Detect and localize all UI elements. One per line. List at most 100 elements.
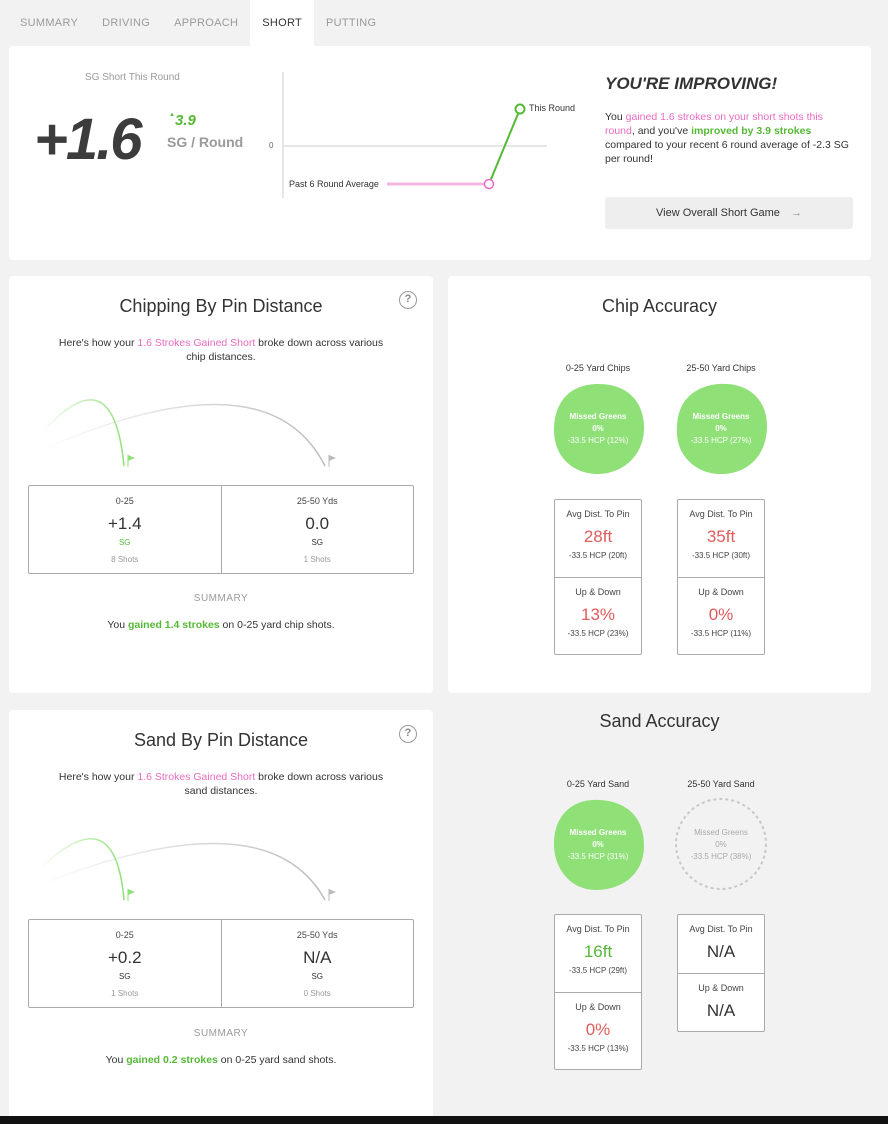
flag-icon	[128, 455, 135, 461]
per-round-label: SG / Round	[167, 134, 244, 150]
cell-shots: 8 Shots	[111, 555, 139, 564]
chipping-sg-cell-25-50[interactable]: 25-50 Yds 0.0 SG 1 Shots	[220, 486, 414, 573]
sand-stats-0-25: Avg Dist. To Pin 16ft -33.5 HCP (29ft) U…	[554, 914, 642, 1070]
stat-hcp: -33.5 HCP (13%)	[567, 1044, 629, 1053]
arrow-right-icon: →	[790, 207, 802, 219]
sand-description: Here's how your 1.6 Strokes Gained Short…	[51, 770, 391, 798]
chipping-help-icon[interactable]: ?	[399, 291, 417, 309]
stat-label: Avg Dist. To Pin	[689, 924, 753, 934]
sand-sg-cell-0-25[interactable]: 0-25 +0.2 SG 1 Shots	[29, 920, 221, 1007]
blob-value: 0%	[715, 424, 727, 433]
sg-delta-value: 3.9	[174, 112, 196, 129]
flag-icon	[329, 455, 336, 461]
sand-sg-table: 0-25 +0.2 SG 1 Shots 25-50 Yds N/A SG 0 …	[28, 919, 414, 1008]
view-button-label: View Overall Short Game	[656, 207, 780, 219]
desc-part: Here's how your	[58, 771, 138, 783]
stat-hcp: -33.5 HCP (20ft)	[568, 551, 628, 560]
tab-summary[interactable]: SUMMARY	[20, 17, 79, 29]
cell-shots: 1 Shots	[111, 989, 139, 998]
chip-col-label: 0-25 Yard Chips	[565, 363, 631, 373]
chipping-summary-text: You gained 1.4 strokes on 0-25 yard chip…	[9, 619, 433, 631]
desc-part: broke down across various sand distances…	[184, 771, 384, 797]
past-average-point	[483, 178, 495, 190]
tab-putting[interactable]: PUTTING	[326, 17, 377, 29]
chart-zero-label: 0	[269, 141, 274, 150]
sand-sg-cell-25-50[interactable]: 25-50 Yds N/A SG 0 Shots	[220, 920, 414, 1007]
missed-greens-blob: Missed Greens 0% -33.5 HCP (27%)	[673, 380, 769, 476]
chipping-title: Chipping By Pin Distance	[119, 296, 323, 316]
cell-shots: 1 Shots	[303, 555, 331, 564]
up-down-section: Up & Down 13% -33.5 HCP (23%)	[555, 577, 641, 654]
stat-value: 35ft	[706, 527, 736, 546]
summary-part: on 0-25 yard sand shots.	[217, 1054, 337, 1066]
cell-value: +1.4	[107, 514, 142, 533]
tab-approach[interactable]: APPROACH	[174, 17, 239, 29]
stat-label: Up & Down	[698, 983, 744, 993]
sand-accuracy-section: Sand Accuracy 0-25 Yard Sand Missed Gree…	[448, 700, 871, 1116]
improving-title: YOU'RE IMPROVING!	[605, 74, 778, 93]
chipping-sg-table: 0-25 +1.4 SG 8 Shots 25-50 Yds 0.0 SG 1 …	[28, 485, 414, 574]
trend-chart	[282, 72, 547, 198]
chipping-sg-cell-0-25[interactable]: 0-25 +1.4 SG 8 Shots	[29, 486, 221, 573]
avg-dist-section: Avg Dist. To Pin 28ft -33.5 HCP (20ft)	[555, 500, 641, 577]
blob-label: Missed Greens	[569, 412, 627, 421]
cell-unit: SG	[118, 972, 131, 981]
msg-part: , and you've	[631, 125, 692, 137]
summary-card: SG Short This Round +1.6 ▲3.9 SG / Round…	[9, 46, 871, 260]
improving-message: You gained 1.6 strokes on your short sho…	[605, 110, 855, 166]
missed-greens-blob: Missed Greens 0% -33.5 HCP (31%)	[550, 796, 646, 892]
blob-label: Missed Greens	[569, 828, 627, 837]
cell-label: 0-25	[115, 930, 134, 940]
sand-title: Sand By Pin Distance	[133, 730, 309, 750]
blob-value: 0%	[715, 840, 727, 849]
delta-arrow-icon: ▲	[169, 112, 175, 118]
sand-accuracy-title: Sand Accuracy	[599, 711, 720, 731]
stat-value: 28ft	[583, 527, 613, 546]
cell-label: 25-50 Yds	[296, 930, 338, 940]
chipping-trajectory-graphic	[38, 399, 336, 467]
sand-trajectory-graphic	[38, 838, 336, 901]
stat-value: 0%	[708, 605, 734, 624]
missed-greens-blob-empty: Missed Greens 0% -33.5 HCP (38%)	[673, 796, 769, 892]
msg-part: compared to your recent 6 round average …	[605, 139, 849, 165]
cell-unit: SG	[118, 538, 131, 547]
summary-part: on 0-25 yard chip shots.	[219, 619, 335, 631]
avg-dist-section: Avg Dist. To Pin 16ft -33.5 HCP (29ft)	[555, 915, 641, 992]
msg-gained: gained 1.6 strokes on your short shots t…	[605, 111, 823, 137]
short-sand-arc	[38, 838, 125, 901]
tab-short[interactable]: SHORT	[250, 0, 315, 46]
stat-label: Avg Dist. To Pin	[566, 924, 630, 934]
stat-hcp: -33.5 HCP (30ft)	[691, 551, 751, 560]
long-chip-arc	[38, 403, 326, 467]
stat-value: N/A	[706, 1001, 736, 1020]
cell-unit: SG	[311, 538, 324, 547]
tab-driving[interactable]: DRIVING	[102, 17, 151, 29]
blob-hcp: -33.5 HCP (12%)	[567, 436, 629, 445]
view-overall-short-game-button[interactable]: View Overall Short Game →	[605, 197, 853, 229]
stat-label: Up & Down	[575, 1002, 621, 1012]
desc-part: Here's how your	[58, 337, 138, 349]
past-average-label: Past 6 Round Average	[289, 179, 379, 189]
sand-col-label: 25-50 Yard Sand	[687, 779, 755, 789]
stat-label: Avg Dist. To Pin	[689, 509, 753, 519]
flag-icon	[329, 889, 336, 895]
up-down-section: Up & Down 0% -33.5 HCP (13%)	[555, 992, 641, 1069]
bottom-bar	[0, 1116, 888, 1124]
blob-value: 0%	[592, 424, 604, 433]
sand-help-icon[interactable]: ?	[399, 725, 417, 743]
cell-value: 0.0	[305, 514, 330, 533]
blob-label: Missed Greens	[694, 828, 748, 837]
missed-greens-blob: Missed Greens 0% -33.5 HCP (12%)	[550, 380, 646, 476]
flag-icon	[128, 889, 135, 895]
chip-stats-0-25: Avg Dist. To Pin 28ft -33.5 HCP (20ft) U…	[554, 499, 642, 655]
summary-part: You	[105, 1054, 127, 1066]
sand-card: Sand By Pin Distance ? Here's how your 1…	[9, 710, 433, 1116]
chipping-description: Here's how your 1.6 Strokes Gained Short…	[51, 336, 391, 364]
chipping-card: Chipping By Pin Distance ? Here's how yo…	[9, 276, 433, 693]
cell-label: 25-50 Yds	[296, 496, 338, 506]
blob-hcp: -33.5 HCP (38%)	[690, 852, 752, 861]
avg-dist-section: Avg Dist. To Pin N/A	[678, 915, 764, 973]
sand-stats-25-50: Avg Dist. To Pin N/A Up & Down N/A	[677, 914, 765, 1032]
blob-hcp: -33.5 HCP (31%)	[567, 852, 629, 861]
blob-value: 0%	[592, 840, 604, 849]
